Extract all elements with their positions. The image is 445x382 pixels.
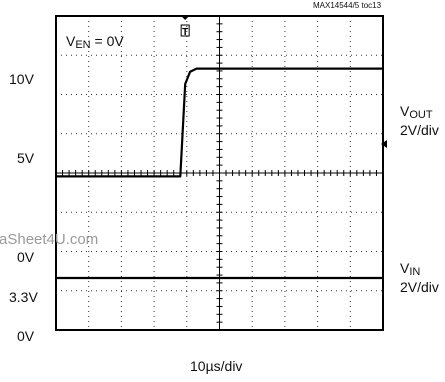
trigger-marker-box: [180, 24, 190, 37]
plot-frame: [55, 15, 384, 331]
watermark: aSheet4U.com: [0, 231, 99, 248]
vout-scale-label: 2V/div: [400, 122, 439, 138]
markers-group: T: [180, 15, 387, 148]
traces-group: [56, 67, 383, 280]
enable-annotation: VEN = 0V: [66, 33, 124, 51]
trigger-marker-arrow: [180, 15, 191, 20]
tick-label-3v3: 3.3V: [9, 289, 38, 305]
vin-channel-label: VIN: [400, 260, 421, 278]
tick-label-10v: 10V: [9, 71, 34, 87]
trace-vout: [56, 67, 383, 178]
time-scale-label: 10µs/div: [190, 358, 243, 374]
tick-label-5v: 5V: [17, 150, 35, 166]
trigger-marker-label: T: [182, 27, 188, 38]
plot-grid: [55, 15, 384, 331]
vout-channel-label: VOUT: [400, 103, 433, 121]
tick-label-0v-vin: 0V: [17, 328, 35, 344]
vin-scale-label: 2V/div: [400, 279, 439, 295]
figure-id: MAX14544/5 toc13: [313, 1, 382, 10]
tick-label-0v-vout: 0V: [17, 249, 35, 265]
vout-ground-marker: [381, 140, 387, 148]
